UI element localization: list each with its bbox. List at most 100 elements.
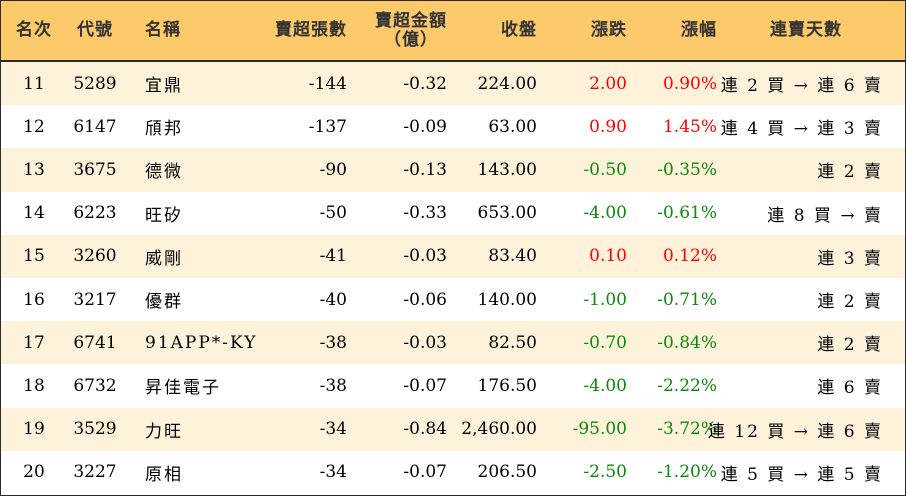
cell-net-sell-volume: -38 (319, 375, 347, 396)
cell-name: 旺矽 (145, 205, 183, 226)
cell-net-sell-volume: -38 (319, 332, 347, 353)
cell-code: 3260 (73, 246, 117, 267)
header-net-sell-volume: 賣超張數 (275, 20, 347, 40)
cell-code: 6732 (73, 375, 117, 396)
cell-rank: 18 (23, 375, 45, 396)
cell-rank: 20 (23, 462, 45, 483)
cell-rank: 11 (23, 73, 45, 94)
cell-close: 143.00 (477, 159, 537, 180)
cell-code: 3217 (73, 289, 117, 310)
cell-consecutive: 連 3 賣 (817, 248, 883, 269)
cell-name: 力旺 (145, 421, 183, 442)
cell-rank: 14 (23, 203, 45, 224)
cell-close: 63.00 (488, 116, 537, 137)
cell-close: 2,460.00 (461, 419, 537, 440)
cell-change-pct: 0.12% (662, 246, 717, 267)
cell-close: 653.00 (477, 203, 537, 224)
cell-name: 宜鼎 (145, 76, 183, 97)
table-row: 17 6741 91APP*-KY -38 -0.03 82.50 -0.70 -0.84% 連… (1, 321, 905, 365)
table-row: 11 5289 宜鼎 -144 -0.32 224.00 2.00 0.90% 連 2 買 → … (1, 62, 905, 106)
cell-change: 0.90 (589, 116, 627, 137)
cell-consecutive: 連 2 買 → 連 6 賣 (720, 76, 883, 97)
cell-name: 優群 (145, 292, 183, 313)
cell-consecutive: 連 5 買 → 連 5 賣 (720, 464, 883, 485)
cell-code: 6223 (73, 203, 117, 224)
cell-name: 德微 (145, 162, 183, 183)
header-net-sell-amount-unit: （億） (384, 29, 438, 50)
cell-close: 176.50 (477, 375, 537, 396)
cell-rank: 12 (23, 116, 45, 137)
cell-consecutive: 連 12 買 → 連 6 賣 (707, 421, 883, 442)
table-row: 18 6732 昇佳電子 -38 -0.07 176.50 -4.00 -2.22% 連 6 賣 (1, 364, 905, 408)
table-row: 20 3227 原相 -34 -0.07 206.50 -2.50 -1.20% 連 5 買 →… (1, 450, 905, 494)
header-consecutive: 連賣天數 (770, 20, 842, 40)
cell-code: 3675 (73, 159, 117, 180)
cell-net-sell-amount: -0.07 (403, 375, 447, 396)
cell-change: 0.10 (589, 246, 627, 267)
cell-code: 6147 (73, 116, 117, 137)
cell-code: 3529 (73, 419, 117, 440)
cell-net-sell-amount: -0.33 (403, 203, 447, 224)
header-net-sell-amount: 賣超金額 （億） (347, 1, 447, 60)
cell-rank: 13 (23, 159, 45, 180)
cell-consecutive: 連 2 賣 (817, 162, 883, 183)
header-code: 代號 (77, 20, 113, 40)
cell-close: 206.50 (477, 462, 537, 483)
cell-change-pct: -2.22% (657, 375, 717, 396)
cell-net-sell-amount: -0.06 (403, 289, 447, 310)
cell-change: -4.00 (583, 203, 627, 224)
cell-consecutive: 連 2 賣 (817, 292, 883, 313)
table-row: 12 6147 頎邦 -137 -0.09 63.00 0.90 1.45% 連 4 買 → 連… (1, 105, 905, 149)
header-net-sell-amount-label: 賣超金額 (375, 10, 447, 31)
cell-code: 3227 (73, 462, 117, 483)
header-name: 名稱 (145, 20, 181, 40)
cell-net-sell-volume: -34 (319, 462, 347, 483)
cell-change-pct: 0.90% (662, 73, 717, 94)
cell-net-sell-volume: -40 (319, 289, 347, 310)
table-row: 14 6223 旺矽 -50 -0.33 653.00 -4.00 -0.61% 連 8 買 →… (1, 191, 905, 235)
cell-change: 2.00 (589, 73, 627, 94)
cell-change: -0.70 (583, 332, 627, 353)
cell-name: 昇佳電子 (145, 378, 221, 399)
cell-close: 83.40 (488, 246, 537, 267)
table-header: 名次 代號 名稱 賣超張數 賣超金額 （億） 收盤 漲跌 漲幅 連賣天數 (1, 1, 905, 62)
header-change: 漲跌 (591, 20, 627, 40)
cell-net-sell-volume: -144 (308, 73, 347, 94)
cell-name: 原相 (145, 464, 183, 485)
cell-close: 224.00 (477, 73, 537, 94)
cell-rank: 17 (23, 332, 45, 353)
cell-change-pct: -0.84% (657, 332, 717, 353)
cell-code: 5289 (73, 73, 117, 94)
cell-change: -95.00 (572, 419, 627, 440)
cell-name: 威剛 (145, 248, 183, 269)
header-close: 收盤 (501, 20, 537, 40)
cell-consecutive: 連 8 買 → 賣 (767, 205, 883, 226)
table-row: 15 3260 威剛 -41 -0.03 83.40 0.10 0.12% 連 3 賣 (1, 234, 905, 278)
table-row: 19 3529 力旺 -34 -0.84 2,460.00 -95.00 -3.72% 連 12… (1, 407, 905, 451)
cell-change-pct: -0.71% (657, 289, 717, 310)
cell-rank: 19 (23, 419, 45, 440)
cell-change: -2.50 (583, 462, 627, 483)
cell-net-sell-amount: -0.13 (403, 159, 447, 180)
cell-change-pct: -3.72% (657, 419, 717, 440)
cell-rank: 15 (23, 246, 45, 267)
table-body: 11 5289 宜鼎 -144 -0.32 224.00 2.00 0.90% 連 2 買 → … (1, 62, 905, 494)
cell-change-pct: -0.61% (657, 203, 717, 224)
cell-close: 82.50 (488, 332, 537, 353)
cell-consecutive: 連 2 賣 (817, 335, 883, 356)
cell-net-sell-volume: -50 (319, 203, 347, 224)
cell-change: -1.00 (583, 289, 627, 310)
cell-net-sell-amount: -0.09 (403, 116, 447, 137)
cell-net-sell-amount: -0.03 (403, 332, 447, 353)
cell-rank: 16 (23, 289, 45, 310)
cell-net-sell-amount: -0.03 (403, 246, 447, 267)
cell-net-sell-amount: -0.32 (403, 73, 447, 94)
cell-close: 140.00 (477, 289, 537, 310)
table-row: 16 3217 優群 -40 -0.06 140.00 -1.00 -0.71% 連 2 賣 (1, 277, 905, 322)
cell-net-sell-volume: -41 (319, 246, 347, 267)
cell-net-sell-amount: -0.84 (403, 419, 447, 440)
cell-net-sell-amount: -0.07 (403, 462, 447, 483)
cell-change: -0.50 (583, 159, 627, 180)
cell-change-pct: 1.45% (662, 116, 717, 137)
